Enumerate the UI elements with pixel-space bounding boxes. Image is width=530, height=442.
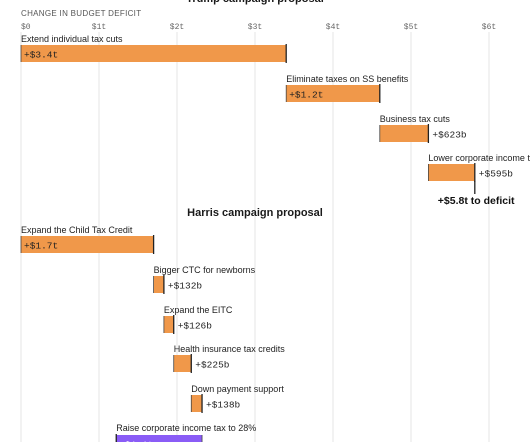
bar: [286, 85, 380, 102]
bar-value-label: +$138b: [206, 400, 241, 411]
x-axis-ticks: $0 $1t $2t $3t $4t $5t $6t: [21, 23, 496, 32]
bar: [428, 164, 475, 181]
x-tick-label: $4t: [326, 23, 340, 32]
bar-category-label: Down payment support: [191, 384, 284, 394]
x-tick-label: $1t: [92, 23, 106, 32]
bar-value-label: +$1.2t: [289, 90, 323, 101]
bar-value-label: +$225b: [195, 360, 230, 371]
x-tick-label: $3t: [248, 23, 262, 32]
bar: [21, 236, 154, 253]
bar-category-label: Expand the Child Tax Credit: [21, 225, 133, 235]
bar-category-label: Eliminate taxes on SS benefits: [286, 74, 409, 84]
total-deficit-label: +$5.8t to deficit: [438, 195, 515, 207]
bars: Trump campaign proposal Extend individual…: [20, 0, 530, 442]
bar-value-label: +$132b: [168, 281, 203, 292]
section-title: Trump campaign proposal: [186, 0, 324, 5]
bar-category-label: Expand the EITC: [164, 305, 233, 315]
bar-value-label: -$1.1t: [119, 440, 153, 442]
bar-category-label: Business tax cuts: [380, 114, 451, 124]
bar: [173, 355, 192, 372]
x-tick-label: $0: [21, 23, 31, 32]
bar-category-label: Bigger CTC for newborns: [154, 265, 256, 275]
bar-value-label: +$126b: [178, 321, 213, 332]
bar: [21, 45, 287, 62]
bar: [379, 125, 429, 142]
axis-title: CHANGE IN BUDGET DEFICIT: [21, 9, 141, 18]
bar-category-label: Lower corporate income tax to 15%: [428, 153, 530, 163]
x-tick-label: $2t: [170, 23, 184, 32]
bar-value-label: +$1.7t: [24, 241, 58, 252]
bar: [191, 395, 203, 412]
bar-category-label: Extend individual tax cuts: [21, 34, 123, 44]
bar-value-label: +$3.4t: [24, 50, 58, 61]
x-tick-label: $6t: [482, 23, 496, 32]
bar-value-label: +$623b: [432, 130, 467, 141]
bar: [153, 276, 164, 293]
section-title: Harris campaign proposal: [187, 207, 323, 219]
bar-category-label: Raise corporate income tax to 28%: [116, 423, 256, 433]
bar-value-label: +$595b: [479, 169, 514, 180]
bar-category-label: Health insurance tax credits: [174, 344, 286, 354]
x-tick-label: $5t: [404, 23, 418, 32]
bar: [163, 316, 174, 333]
bar: [116, 435, 203, 442]
